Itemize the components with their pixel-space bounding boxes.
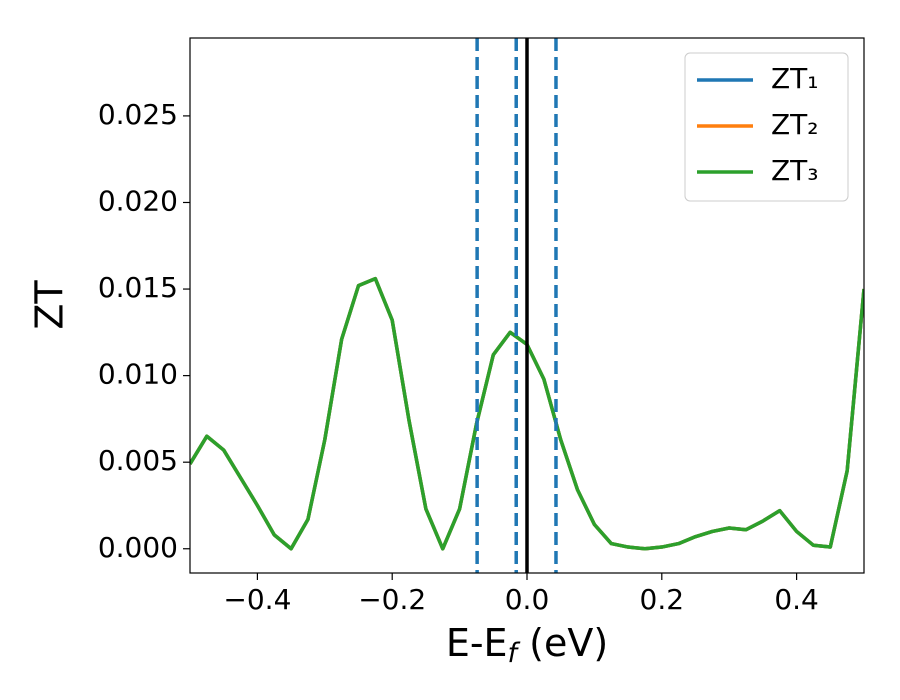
legend-label: ZT₃ bbox=[771, 154, 819, 187]
legend-box bbox=[684, 52, 849, 202]
y-tick-label: 0.010 bbox=[98, 358, 178, 391]
y-tick-label: 0.025 bbox=[98, 98, 178, 131]
x-tick-label: 0.2 bbox=[640, 583, 685, 616]
legend-label: ZT₂ bbox=[771, 108, 819, 141]
x-tick-label: 0.0 bbox=[505, 583, 550, 616]
legend-label: ZT₁ bbox=[771, 62, 819, 95]
y-axis-label: ZT bbox=[28, 280, 72, 330]
x-axis-label: E-Ef (eV) bbox=[446, 621, 608, 669]
x-label-unit: (eV) bbox=[517, 621, 608, 665]
y-tick-label: 0.000 bbox=[98, 531, 178, 564]
x-tick-label: −0.4 bbox=[223, 583, 291, 616]
y-tick-label: 0.020 bbox=[98, 184, 178, 217]
x-tick-label: 0.4 bbox=[774, 583, 819, 616]
axes-frame bbox=[189, 37, 865, 574]
y-tick-label: 0.005 bbox=[98, 444, 178, 477]
x-label-main: E-E bbox=[446, 621, 508, 665]
x-tick-label: −0.2 bbox=[358, 583, 426, 616]
plot bbox=[190, 38, 864, 573]
y-tick-label: 0.015 bbox=[98, 271, 178, 304]
